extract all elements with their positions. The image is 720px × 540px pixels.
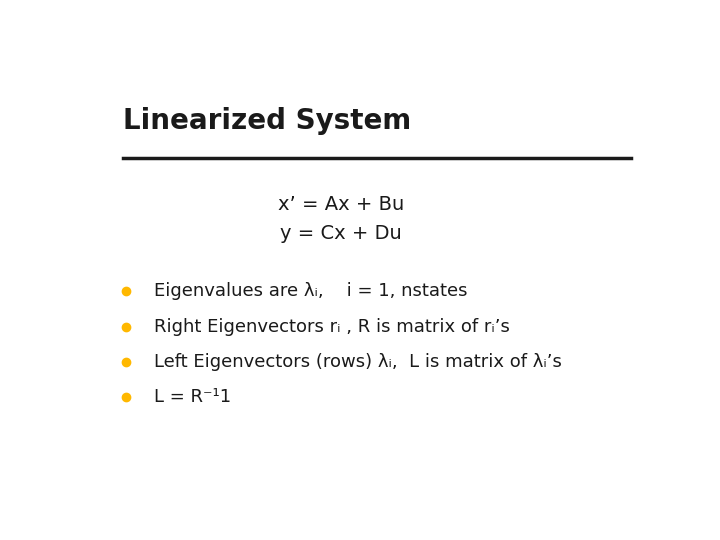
Text: L = R⁻¹1: L = R⁻¹1 (154, 388, 231, 407)
Text: Right Eigenvectors rᵢ , R is matrix of rᵢ’s: Right Eigenvectors rᵢ , R is matrix of r… (154, 318, 510, 336)
Text: Left Eigenvectors (rows) λᵢ,  L is matrix of λᵢ’s: Left Eigenvectors (rows) λᵢ, L is matrix… (154, 353, 562, 371)
Text: y = Cx + Du: y = Cx + Du (280, 224, 402, 242)
Text: Eigenvalues are λᵢ,    i = 1, nstates: Eigenvalues are λᵢ, i = 1, nstates (154, 282, 468, 300)
Text: Linearized System: Linearized System (124, 107, 412, 135)
Text: x’ = Ax + Bu: x’ = Ax + Bu (278, 194, 404, 214)
